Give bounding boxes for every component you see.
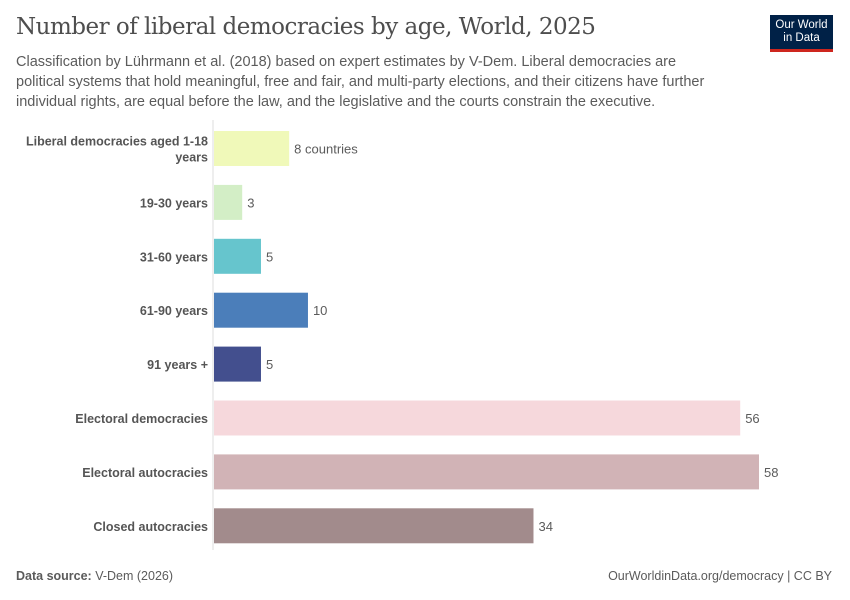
bar[interactable] xyxy=(214,131,290,166)
bar[interactable] xyxy=(214,508,534,544)
footer-url[interactable]: OurWorldinData.org/democracy | CC BY xyxy=(608,569,832,583)
bar[interactable] xyxy=(214,454,759,490)
source-label: Data source: xyxy=(16,569,92,583)
data-source: Data source: V-Dem (2026) xyxy=(16,569,173,583)
value-label: 3 xyxy=(247,195,254,210)
category-label: Electoral democracies xyxy=(75,412,208,426)
value-label: 34 xyxy=(538,519,552,534)
value-label: 56 xyxy=(745,411,759,426)
chart-subtitle: Classification by Lührmann et al. (2018)… xyxy=(16,54,705,110)
bar[interactable] xyxy=(214,292,308,328)
value-label: 10 xyxy=(313,303,327,318)
value-label: 58 xyxy=(764,465,778,480)
category-label: 19-30 years xyxy=(140,196,208,210)
category-label: 31-60 years xyxy=(140,250,208,264)
owid-logo[interactable]: Our World in Data xyxy=(770,15,833,52)
category-label: 91 years + xyxy=(147,358,208,372)
category-label: 61-90 years xyxy=(140,304,208,318)
bar[interactable] xyxy=(214,346,261,382)
value-label: 8 countries xyxy=(294,142,358,157)
category-label: years xyxy=(175,151,208,165)
category-label: Liberal democracies aged 1-18 xyxy=(26,135,208,149)
category-label: Closed autocracies xyxy=(93,520,208,534)
chart-title: Number of liberal democracies by age, Wo… xyxy=(16,14,596,40)
bar[interactable] xyxy=(214,184,243,220)
bar[interactable] xyxy=(214,400,741,436)
value-label: 5 xyxy=(266,357,273,372)
source-link[interactable]: V-Dem (2026) xyxy=(95,569,174,583)
value-label: 5 xyxy=(266,249,273,264)
category-label: Electoral autocracies xyxy=(82,466,208,480)
bar[interactable] xyxy=(214,238,261,274)
